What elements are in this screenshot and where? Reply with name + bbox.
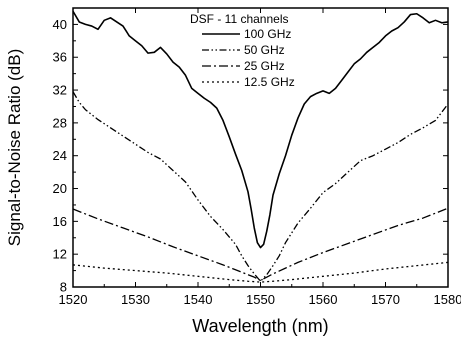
legend-label-2: 25 GHz <box>244 59 285 73</box>
y-tick-label: 12 <box>53 247 67 262</box>
legend-label-3: 12.5 GHz <box>244 75 295 89</box>
chart-marks <box>72 10 449 283</box>
series-line-0 <box>72 10 449 249</box>
series-line-3 <box>72 261 449 283</box>
y-tick-label: 36 <box>53 50 67 65</box>
x-tick-label: 1580 <box>434 292 461 307</box>
y-tick-label: 8 <box>60 280 67 295</box>
x-tick-label: 1550 <box>246 292 275 307</box>
axis-ticks: 1520 1530 1540 1550 1560 1570 1580 8 12 16 20 24 28 3… <box>53 8 461 307</box>
y-tick-label: 32 <box>53 83 67 98</box>
y-tick-label: 16 <box>53 214 67 229</box>
legend-label-0: 100 GHz <box>244 27 291 41</box>
legend-label-1: 50 GHz <box>244 43 285 57</box>
y-tick-label: 24 <box>53 148 67 163</box>
x-tick-label: 1530 <box>121 292 150 307</box>
y-tick-label: 28 <box>53 115 67 130</box>
series-line-2 <box>72 207 449 282</box>
x-tick-label: 1560 <box>309 292 338 307</box>
x-tick-label: 1570 <box>371 292 400 307</box>
legend-title: DSF - 11 channels <box>190 12 289 26</box>
series-line-1 <box>72 91 449 282</box>
x-tick-label: 1540 <box>184 292 213 307</box>
y-axis-title: Signal-to-Noise Ratio (dB) <box>5 49 24 246</box>
y-tick-label: 20 <box>53 181 67 196</box>
y-tick-label: 40 <box>53 17 67 32</box>
x-tick-label: 1520 <box>59 292 88 307</box>
x-axis-title: Wavelength (nm) <box>192 316 328 336</box>
